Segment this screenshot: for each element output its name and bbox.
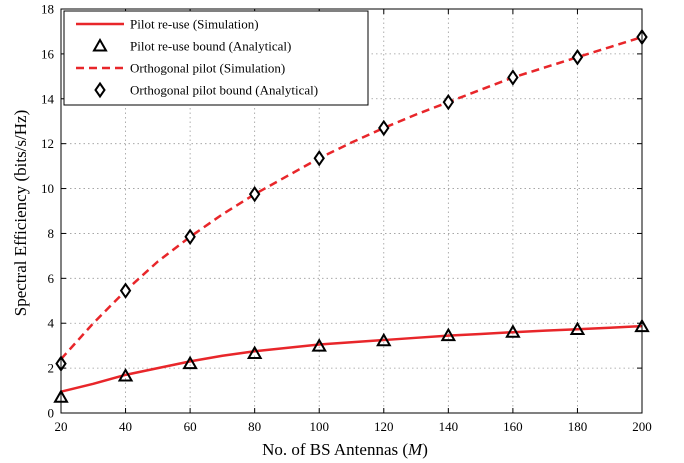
x-tick-label: 200	[632, 419, 652, 434]
legend-triangle-swatch	[92, 37, 108, 52]
legend-item: Pilot re-use (Simulation)	[76, 17, 259, 32]
triangle-point	[505, 324, 521, 338]
y-tick-label: 10	[41, 181, 54, 196]
x-tick-label: 160	[503, 419, 523, 434]
series-3	[60, 35, 643, 360]
legend-label: Orthogonal pilot (Simulation)	[130, 61, 285, 76]
y-tick-label: 4	[48, 316, 55, 331]
triangle-point	[182, 355, 198, 370]
triangle-point	[117, 367, 134, 382]
triangle-point	[440, 327, 457, 342]
legend-item: Orthogonal pilot (Simulation)	[76, 61, 285, 76]
legend-item: Orthogonal pilot bound (Analytical)	[94, 81, 318, 99]
legend-box	[63, 10, 369, 106]
legend-label: Pilot re-use bound (Analytical)	[130, 39, 291, 54]
series-1	[60, 324, 643, 393]
y-tick-label: 2	[48, 361, 55, 376]
legend-label: Pilot re-use (Simulation)	[130, 17, 259, 32]
x-tick-label: 180	[568, 419, 588, 434]
y-tick-label: 16	[41, 46, 55, 61]
x-tick-label: 60	[184, 419, 197, 434]
diamond-point	[378, 119, 390, 137]
diamond-point	[313, 149, 325, 167]
diamond-point	[571, 48, 584, 66]
triangle-point	[311, 338, 327, 352]
x-axis-label-prefix: No. of BS Antennas (	[262, 440, 408, 459]
ticks: 20 40 60 80 100 120 140 160 180 200 0 2 4 6 8 10 12 14 16 1…	[41, 2, 652, 435]
x-tick-label: 20	[55, 419, 68, 434]
y-tick-label: 0	[48, 406, 55, 421]
y-tick-label: 12	[41, 136, 54, 151]
series-line	[60, 35, 643, 360]
triangle-point	[569, 321, 586, 336]
triangle-point	[246, 345, 263, 360]
plot-frame	[60, 8, 643, 414]
triangle-point	[376, 332, 392, 347]
x-tick-label: 80	[248, 419, 261, 434]
y-axis-label: Spectral Efficiency (bits/s/Hz)	[11, 110, 30, 316]
diamond-point	[119, 282, 132, 299]
y-tick-label: 8	[48, 226, 55, 241]
diamond-point	[184, 228, 196, 246]
x-axis-label-variable: M	[407, 440, 423, 459]
x-axis-label: No. of BS Antennas (M)	[262, 440, 428, 459]
x-axis-label-suffix: )	[422, 440, 428, 459]
x-tick-label: 140	[439, 419, 459, 434]
diamond-point	[507, 69, 519, 86]
diamond-point	[248, 185, 261, 203]
x-tick-label: 40	[119, 419, 132, 434]
legend: Pilot re-use (Simulation) Pilot re-use bo…	[63, 10, 369, 106]
series-2	[53, 318, 650, 403]
series-4	[55, 28, 648, 372]
series-line	[60, 324, 643, 393]
diamond-point	[442, 93, 455, 111]
legend-item: Pilot re-use bound (Analytical)	[92, 37, 291, 54]
y-tick-label: 14	[41, 91, 55, 106]
y-tick-label: 18	[41, 2, 54, 17]
y-tick-label: 6	[48, 271, 55, 286]
legend-diamond-swatch	[94, 81, 106, 99]
series-layer	[53, 28, 650, 403]
x-tick-label: 120	[374, 419, 394, 434]
x-tick-label: 100	[309, 419, 329, 434]
legend-label: Orthogonal pilot bound (Analytical)	[130, 83, 318, 98]
